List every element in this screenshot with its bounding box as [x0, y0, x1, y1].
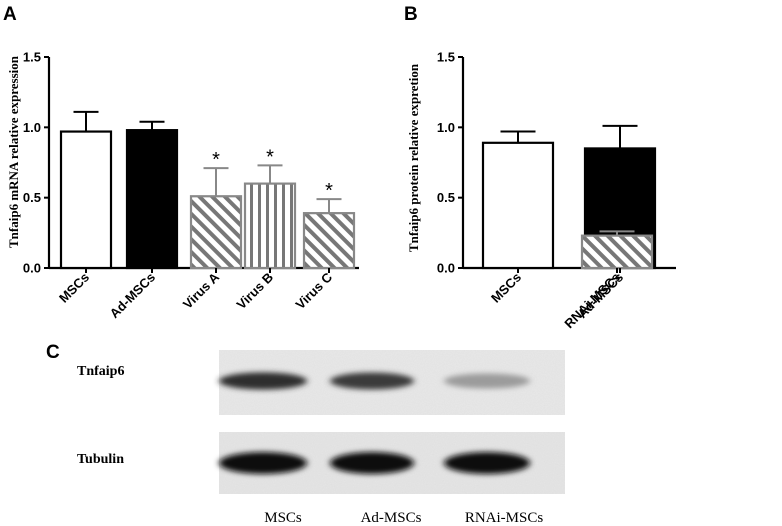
chartB-y-tick-label: 1.5 [437, 50, 455, 65]
chart-b-y-axis-title: Tnfaip6 protein relative expretion [406, 63, 421, 252]
chartB-bar [580, 234, 654, 270]
blot-band [330, 372, 414, 390]
chartA-category-label: Ad-MSCs [107, 270, 158, 321]
blot-lane-label-rnai-mscs: RNAi-MSCs [465, 510, 544, 526]
blot-band [444, 373, 530, 389]
chartA-category-label: Virus C [292, 269, 335, 312]
chartA-category-label: Virus A [180, 269, 223, 312]
chart-a: Tnfaip6 mRNA relative expression 0.0 0.5 1… [6, 50, 359, 321]
panel-letter-a: A [3, 4, 17, 25]
chartB-bar [481, 141, 555, 270]
chart-b: Tnfaip6 protein relative expretion 0.0 0.… [406, 50, 676, 331]
chartB-y-tick-label: 0.0 [437, 261, 455, 276]
blot-lane-label-ad-mscs: Ad-MSCs [361, 510, 422, 526]
blot-lane-label-mscs: MSCs [264, 510, 302, 526]
chart-a-bars: * * * [59, 110, 356, 270]
chartB-y-tick-label: 1.0 [437, 120, 455, 135]
western-blot: Tnfaip6 Tubulin MSCs Ad-MSCs RNAi-MSCs [77, 350, 565, 526]
chartB-y-tick-label: 0.5 [437, 190, 455, 205]
chartA-bar [189, 195, 243, 270]
chartA-y-tick-label: 1.5 [23, 50, 41, 65]
chart-a-y-axis-title: Tnfaip6 mRNA relative expression [6, 55, 21, 248]
chartA-bar [59, 130, 113, 270]
chart-a-x-ticks: MSCs Ad-MSCs Virus A Virus B Virus C [56, 268, 336, 321]
chartA-bar [243, 182, 297, 270]
blot-band [330, 452, 414, 474]
chartA-significance-star: * [325, 180, 333, 202]
blot-strips [219, 350, 565, 494]
blot-band [219, 452, 307, 474]
chartB-significance-star: * [613, 212, 621, 234]
chartA-y-tick-label: 1.0 [23, 120, 41, 135]
chartA-significance-star: * [266, 146, 274, 168]
chartA-y-tick-label: 0.0 [23, 261, 41, 276]
chartA-category-label: MSCs [56, 270, 92, 306]
chart-b-bars: * [481, 124, 657, 270]
panel-letter-b: B [404, 4, 418, 25]
chartB-category-label: RNAi-MSCs [561, 270, 623, 332]
blot-band [219, 372, 307, 390]
blot-row-label-tnfaip6: Tnfaip6 [77, 364, 124, 379]
chartA-category-label: Virus B [233, 270, 276, 313]
chartA-bar [125, 129, 179, 270]
chartA-significance-star: * [212, 149, 220, 171]
panel-letter-c: C [46, 342, 60, 363]
blot-row-label-tubulin: Tubulin [77, 452, 124, 467]
chartA-y-tick-label: 0.5 [23, 190, 41, 205]
chartA-bar [302, 212, 356, 270]
blot-band [444, 452, 530, 474]
chartB-category-label: MSCs [488, 270, 524, 306]
